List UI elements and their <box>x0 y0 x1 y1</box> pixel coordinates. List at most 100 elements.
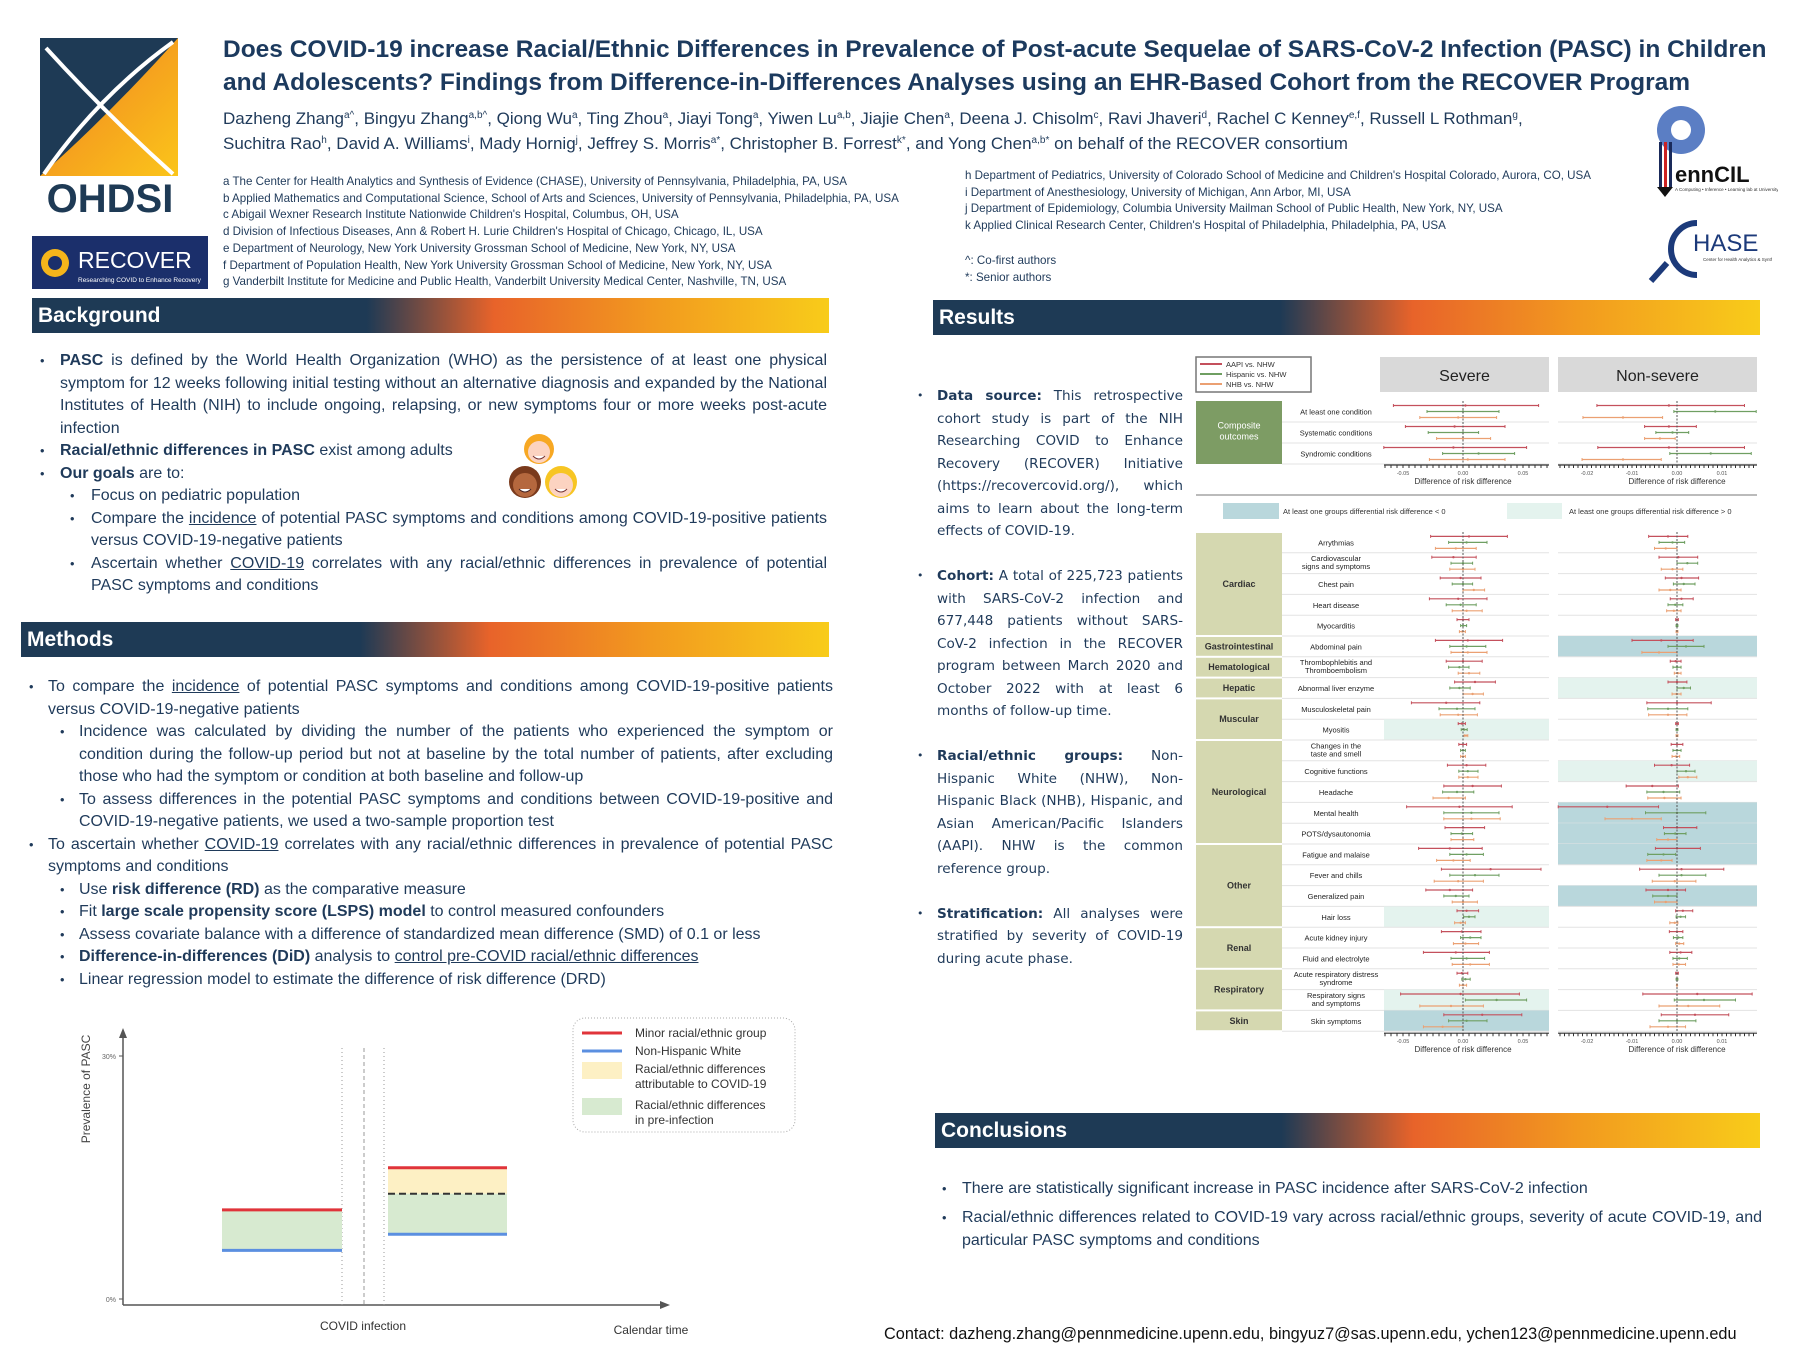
author-name: , and Yong Chen <box>905 134 1032 153</box>
ohdsi-logo: OHDSI <box>40 38 178 216</box>
row-label: Abnormal liver enzyme <box>1298 684 1374 693</box>
point-estimate <box>1658 437 1662 440</box>
text: as the comparative measure <box>259 880 466 898</box>
author-name: , Ting Zhou <box>577 109 663 128</box>
point-estimate <box>1452 556 1455 559</box>
row-label-line: Changes in the <box>1311 741 1361 750</box>
point-estimate <box>1675 978 1679 981</box>
point-estimate <box>1675 722 1679 725</box>
point-estimate <box>1461 743 1465 746</box>
point-estimate <box>1448 888 1451 892</box>
background-bullets: PASC is defined by the World Health Orga… <box>40 350 827 598</box>
legend-label: NHB vs. NHW <box>1226 380 1274 389</box>
point-estimate <box>1453 425 1456 428</box>
row-label: Myositis <box>1322 726 1349 735</box>
legend-label: Racial/ethnic differences in pre-infectio… <box>635 1098 766 1127</box>
point-estimate <box>1461 838 1465 841</box>
row-label: Fluid and electrolyte <box>1302 954 1369 963</box>
author-list: Dazheng Zhanga^, Bingyu Zhanga,b^, Qiong… <box>223 106 1653 156</box>
did-diagram: 30% 0% Prevalence of PASC COVID infection Ca… <box>79 1017 796 1337</box>
bullet-item: To ascertain whether COVID-19 correlates… <box>29 834 833 879</box>
point-estimate <box>1449 1004 1453 1008</box>
point-estimate <box>1455 790 1459 794</box>
legend-label: Non-Hispanic White <box>635 1044 741 1058</box>
category-block <box>1196 969 1282 1010</box>
row-label: Abdominal pain <box>1310 642 1362 651</box>
point-estimate <box>1461 582 1465 586</box>
row-label: Musculoskeletal pain <box>1301 705 1371 714</box>
panel-header <box>1558 357 1757 392</box>
bullet-item: Stratification: All analyses were strati… <box>917 903 1183 971</box>
point-estimate <box>1489 868 1492 871</box>
affiliation-line: b Applied Mathematics and Computational … <box>223 191 899 205</box>
text: is defined by the World Health Organizat… <box>60 352 827 437</box>
author-name: , Jiayi Tong <box>668 109 753 128</box>
point-estimate <box>1466 651 1469 654</box>
point-estimate <box>1458 666 1461 669</box>
point-estimate <box>1452 446 1455 449</box>
legend-label: Racial/ethnic differences attributable to… <box>635 1062 767 1091</box>
point-estimate <box>1675 666 1679 669</box>
row-label-line: Skin symptoms <box>1311 1017 1362 1026</box>
point-estimate <box>1466 770 1469 773</box>
author-name: on behalf of the RECOVER consortium <box>1049 134 1348 153</box>
conclusions-heading: Conclusions <box>935 1113 1760 1148</box>
text: Incidence was calculated by dividing the… <box>79 723 833 785</box>
point-estimate <box>1696 992 1699 996</box>
affiliations-left: a The Center for Health Analytics and Sy… <box>223 174 899 291</box>
point-estimate <box>1454 894 1457 898</box>
point-estimate <box>1674 660 1677 663</box>
co-first-note: ^: Co-first authors <box>965 254 1057 267</box>
point-estimate <box>1662 790 1665 794</box>
legend-label: AAPI vs. NHW <box>1226 360 1276 369</box>
point-estimate <box>1465 645 1468 648</box>
bullet-item: Focus on pediatric population <box>40 485 827 508</box>
penncil-wordmark: ennCIL <box>1675 162 1750 187</box>
point-estimate <box>1677 936 1680 939</box>
point-estimate <box>1673 921 1676 924</box>
point-estimate <box>1441 1025 1444 1028</box>
point-estimate <box>1457 416 1460 419</box>
x-axis-title: Difference of risk difference <box>1628 477 1726 486</box>
row-label: At least one condition <box>1300 408 1372 417</box>
significance-shading <box>1558 823 1757 844</box>
bullet-item: Linear regression model to estimate the … <box>29 969 833 992</box>
point-estimate <box>1681 909 1685 912</box>
category-block <box>1196 678 1282 698</box>
bullet-item: Incidence was calculated by dividing the… <box>29 721 833 789</box>
x-tick-label: -0.05 <box>1397 471 1410 477</box>
x-tick-label: 0.01 <box>1717 471 1728 477</box>
point-estimate <box>1458 805 1461 808</box>
row-label-line: Acute kidney injury <box>1305 934 1368 943</box>
point-estimate <box>1469 963 1472 966</box>
shading-legend-swatch-neg <box>1223 503 1279 519</box>
bullet-item: Our goals are to: <box>40 463 827 486</box>
point-estimate <box>1447 796 1450 800</box>
point-estimate <box>1673 880 1676 883</box>
text: analysis to <box>310 948 395 965</box>
point-estimate <box>1460 930 1463 933</box>
point-estimate <box>1680 874 1683 877</box>
x-tick-label: 0.00 <box>1672 471 1683 477</box>
significance-shading <box>1558 636 1757 657</box>
bold-text: PASC <box>60 352 104 369</box>
row-label: Heart disease <box>1313 601 1359 610</box>
point-estimate <box>1693 1013 1697 1016</box>
row-label-line: Fluid and electrolyte <box>1302 954 1369 963</box>
point-estimate <box>1679 951 1682 954</box>
row-label-line: Headache <box>1319 788 1353 797</box>
y-axis-label: Prevalence of PASC <box>79 1034 93 1143</box>
point-estimate <box>1458 686 1461 690</box>
category-block <box>1196 699 1282 739</box>
row-label: Fatigue and malaise <box>1302 850 1370 859</box>
category-label: Other <box>1227 881 1252 891</box>
author-notes: ^: Co-first authors *: Senior authors <box>965 253 1056 286</box>
category-label-line: Composite <box>1217 421 1260 431</box>
category-block <box>1196 1011 1282 1031</box>
category-block <box>1196 741 1282 843</box>
point-estimate <box>1466 639 1469 642</box>
point-estimate <box>1667 446 1671 449</box>
point-estimate <box>1677 963 1680 966</box>
author-affiliation-marker: a <box>944 110 950 121</box>
row-label-line: Musculoskeletal pain <box>1301 705 1371 714</box>
